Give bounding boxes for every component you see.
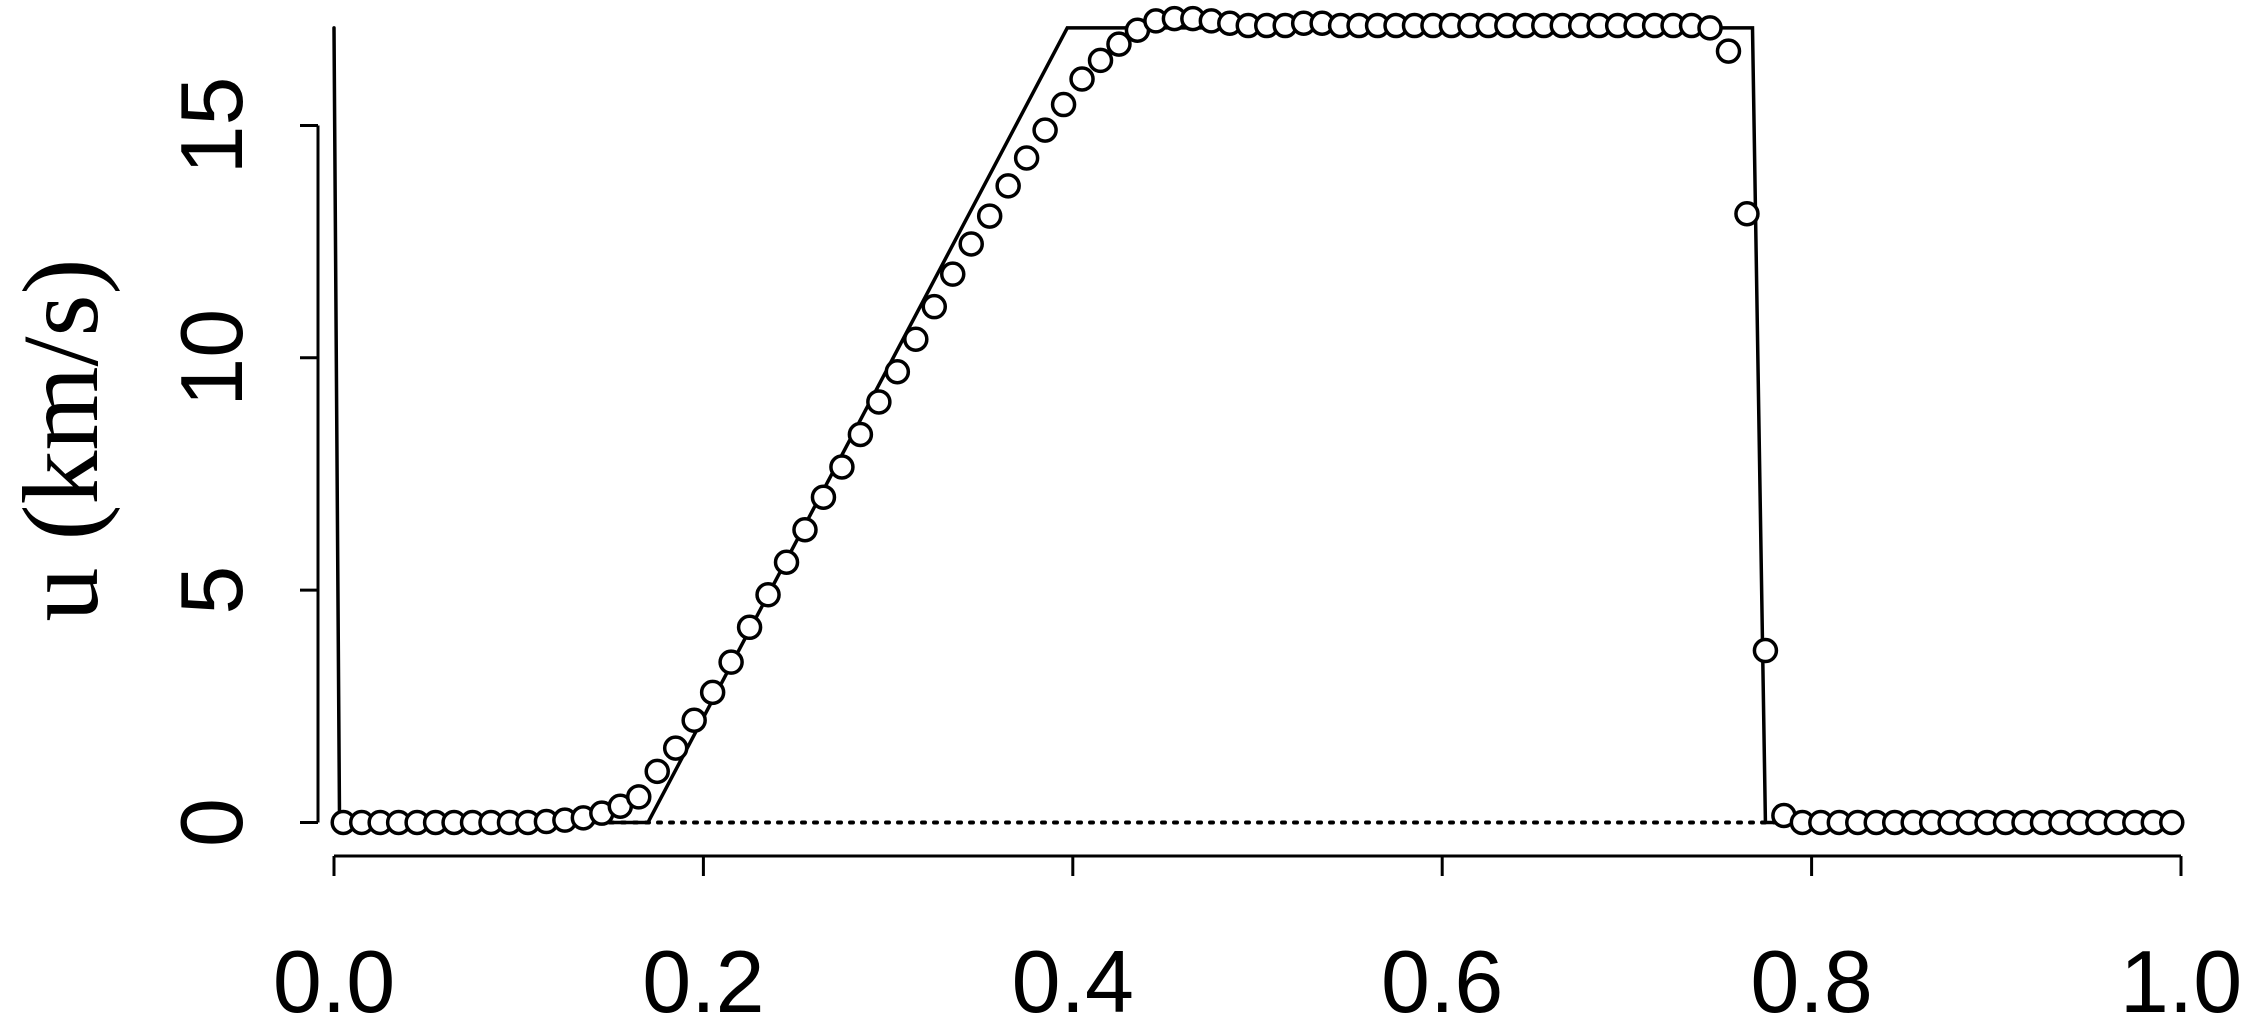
- data-point: [958, 231, 984, 257]
- data-point: [1032, 117, 1058, 143]
- x-tick-label: 0.6: [1381, 932, 1503, 1019]
- y-axis-label: u (km/s): [2, 259, 121, 622]
- y-tick-label: 15: [162, 77, 261, 175]
- data-point: [884, 358, 911, 385]
- line: [332, 26, 2183, 825]
- data-point: [644, 758, 670, 785]
- y-tick-label: 0: [162, 798, 261, 847]
- x-tick-label: 0.2: [642, 932, 764, 1019]
- x-tick-label: 0.4: [1012, 932, 1134, 1019]
- x-tick-label: 0.0: [273, 932, 395, 1019]
- data-point: [2159, 809, 2185, 836]
- data-point: [995, 173, 1021, 199]
- data-point: [810, 484, 837, 510]
- data-point: [755, 582, 781, 608]
- data-point: [921, 293, 948, 320]
- data-point: [1013, 145, 1040, 171]
- y-tick-label: 5: [162, 566, 261, 615]
- data-point: [626, 784, 652, 810]
- data-point: [1087, 47, 1114, 74]
- data-point: [1050, 91, 1077, 118]
- data-point: [1069, 66, 1095, 92]
- data-point: [976, 203, 1003, 229]
- data-point: [681, 707, 707, 733]
- data-point: [847, 421, 874, 448]
- data-point: [1106, 31, 1132, 57]
- data-point: [773, 549, 800, 576]
- data-point: [699, 679, 726, 706]
- data-point: [1715, 38, 1742, 64]
- data-point: [939, 261, 966, 287]
- data-point: [1752, 637, 1779, 664]
- y-tick-label: 10: [162, 309, 261, 407]
- data-point: [866, 389, 892, 415]
- x-tick-label: 1.0: [2120, 932, 2242, 1019]
- data-point: [1734, 201, 1760, 227]
- data-point: [662, 735, 689, 761]
- data-point: [1697, 15, 1723, 41]
- data-point: [792, 516, 818, 543]
- data-point: [903, 326, 929, 352]
- x-tick-label: 0.8: [1750, 932, 1872, 1019]
- data-point: [829, 454, 855, 480]
- data-point: [718, 649, 744, 675]
- data-point: [736, 614, 763, 641]
